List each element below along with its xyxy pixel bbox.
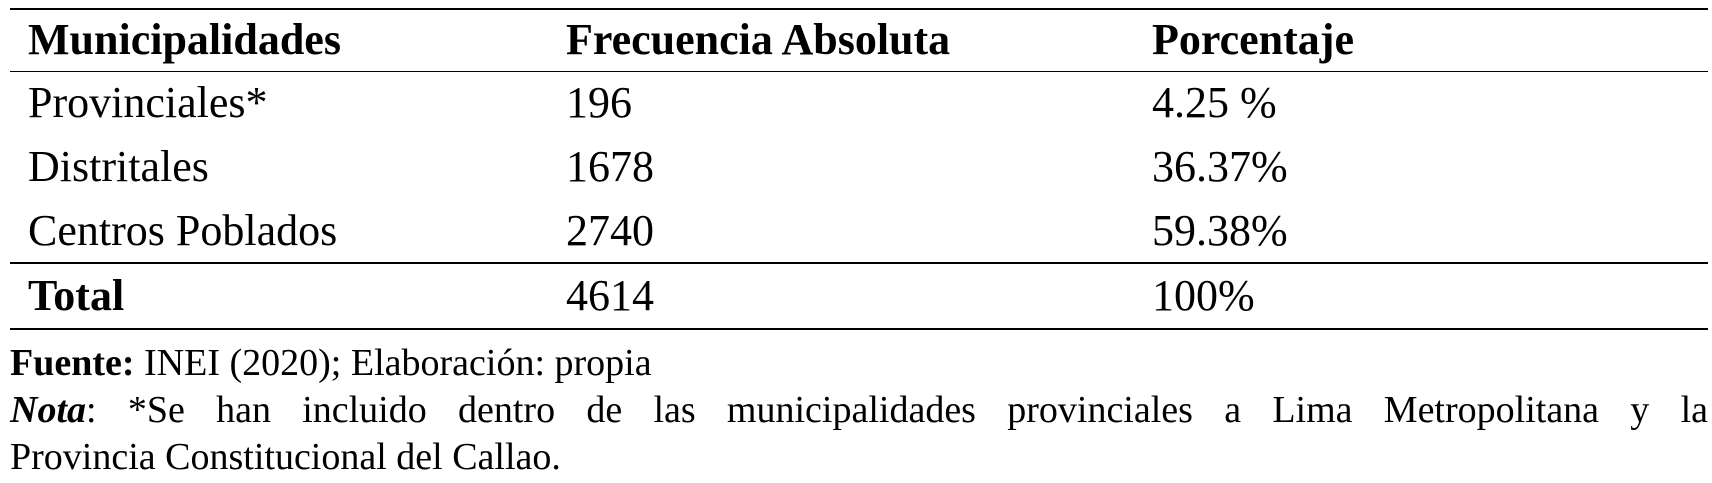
table-row: Centros Poblados 2740 59.38% [10,199,1708,263]
total-label: Total [28,271,125,320]
note-text-line1: : *Se han incluido dentro de las municip… [86,389,1708,431]
total-frequency: 4614 [566,271,654,320]
row-frequency: 2740 [566,205,654,255]
row-frequency: 1678 [566,142,654,191]
header-frecuencia-absoluta: Frecuencia Absoluta [566,15,951,65]
row-percentage: 59.38% [1152,205,1288,255]
row-label: Provinciales* [28,78,268,128]
table-header-row: Municipalidades Frecuencia Absoluta Porc… [10,9,1708,71]
total-percentage: 100% [1152,271,1255,320]
row-label: Distritales [28,142,209,191]
source-text: INEI (2020); Elaboración: propia [134,342,652,384]
table-notes: Fuente: INEI (2020); Elaboración: propia… [10,340,1708,481]
source-label: Fuente: [10,342,135,384]
row-frequency: 196 [566,78,632,128]
municipalities-table: Municipalidades Frecuencia Absoluta Porc… [10,8,1708,330]
note-continuation: Provincia Constitucional del Callao. [10,436,561,478]
table-row: Distritales 1678 36.37% [10,135,1708,199]
header-municipalidades: Municipalidades [28,15,341,65]
header-porcentaje: Porcentaje [1152,15,1354,65]
note-line: Nota: *Se han incluido dentro de las mun… [10,387,1708,434]
row-percentage: 36.37% [1152,142,1288,191]
note-label: Nota [10,389,86,431]
source-line: Fuente: INEI (2020); Elaboración: propia [10,340,1708,387]
row-percentage: 4.25 % [1152,78,1277,128]
table-total-row: Total 4614 100% [10,263,1708,329]
row-label: Centros Poblados [28,205,338,255]
table-row: Provinciales* 196 4.25 % [10,71,1708,135]
data-table-container: Municipalidades Frecuencia Absoluta Porc… [10,8,1708,330]
